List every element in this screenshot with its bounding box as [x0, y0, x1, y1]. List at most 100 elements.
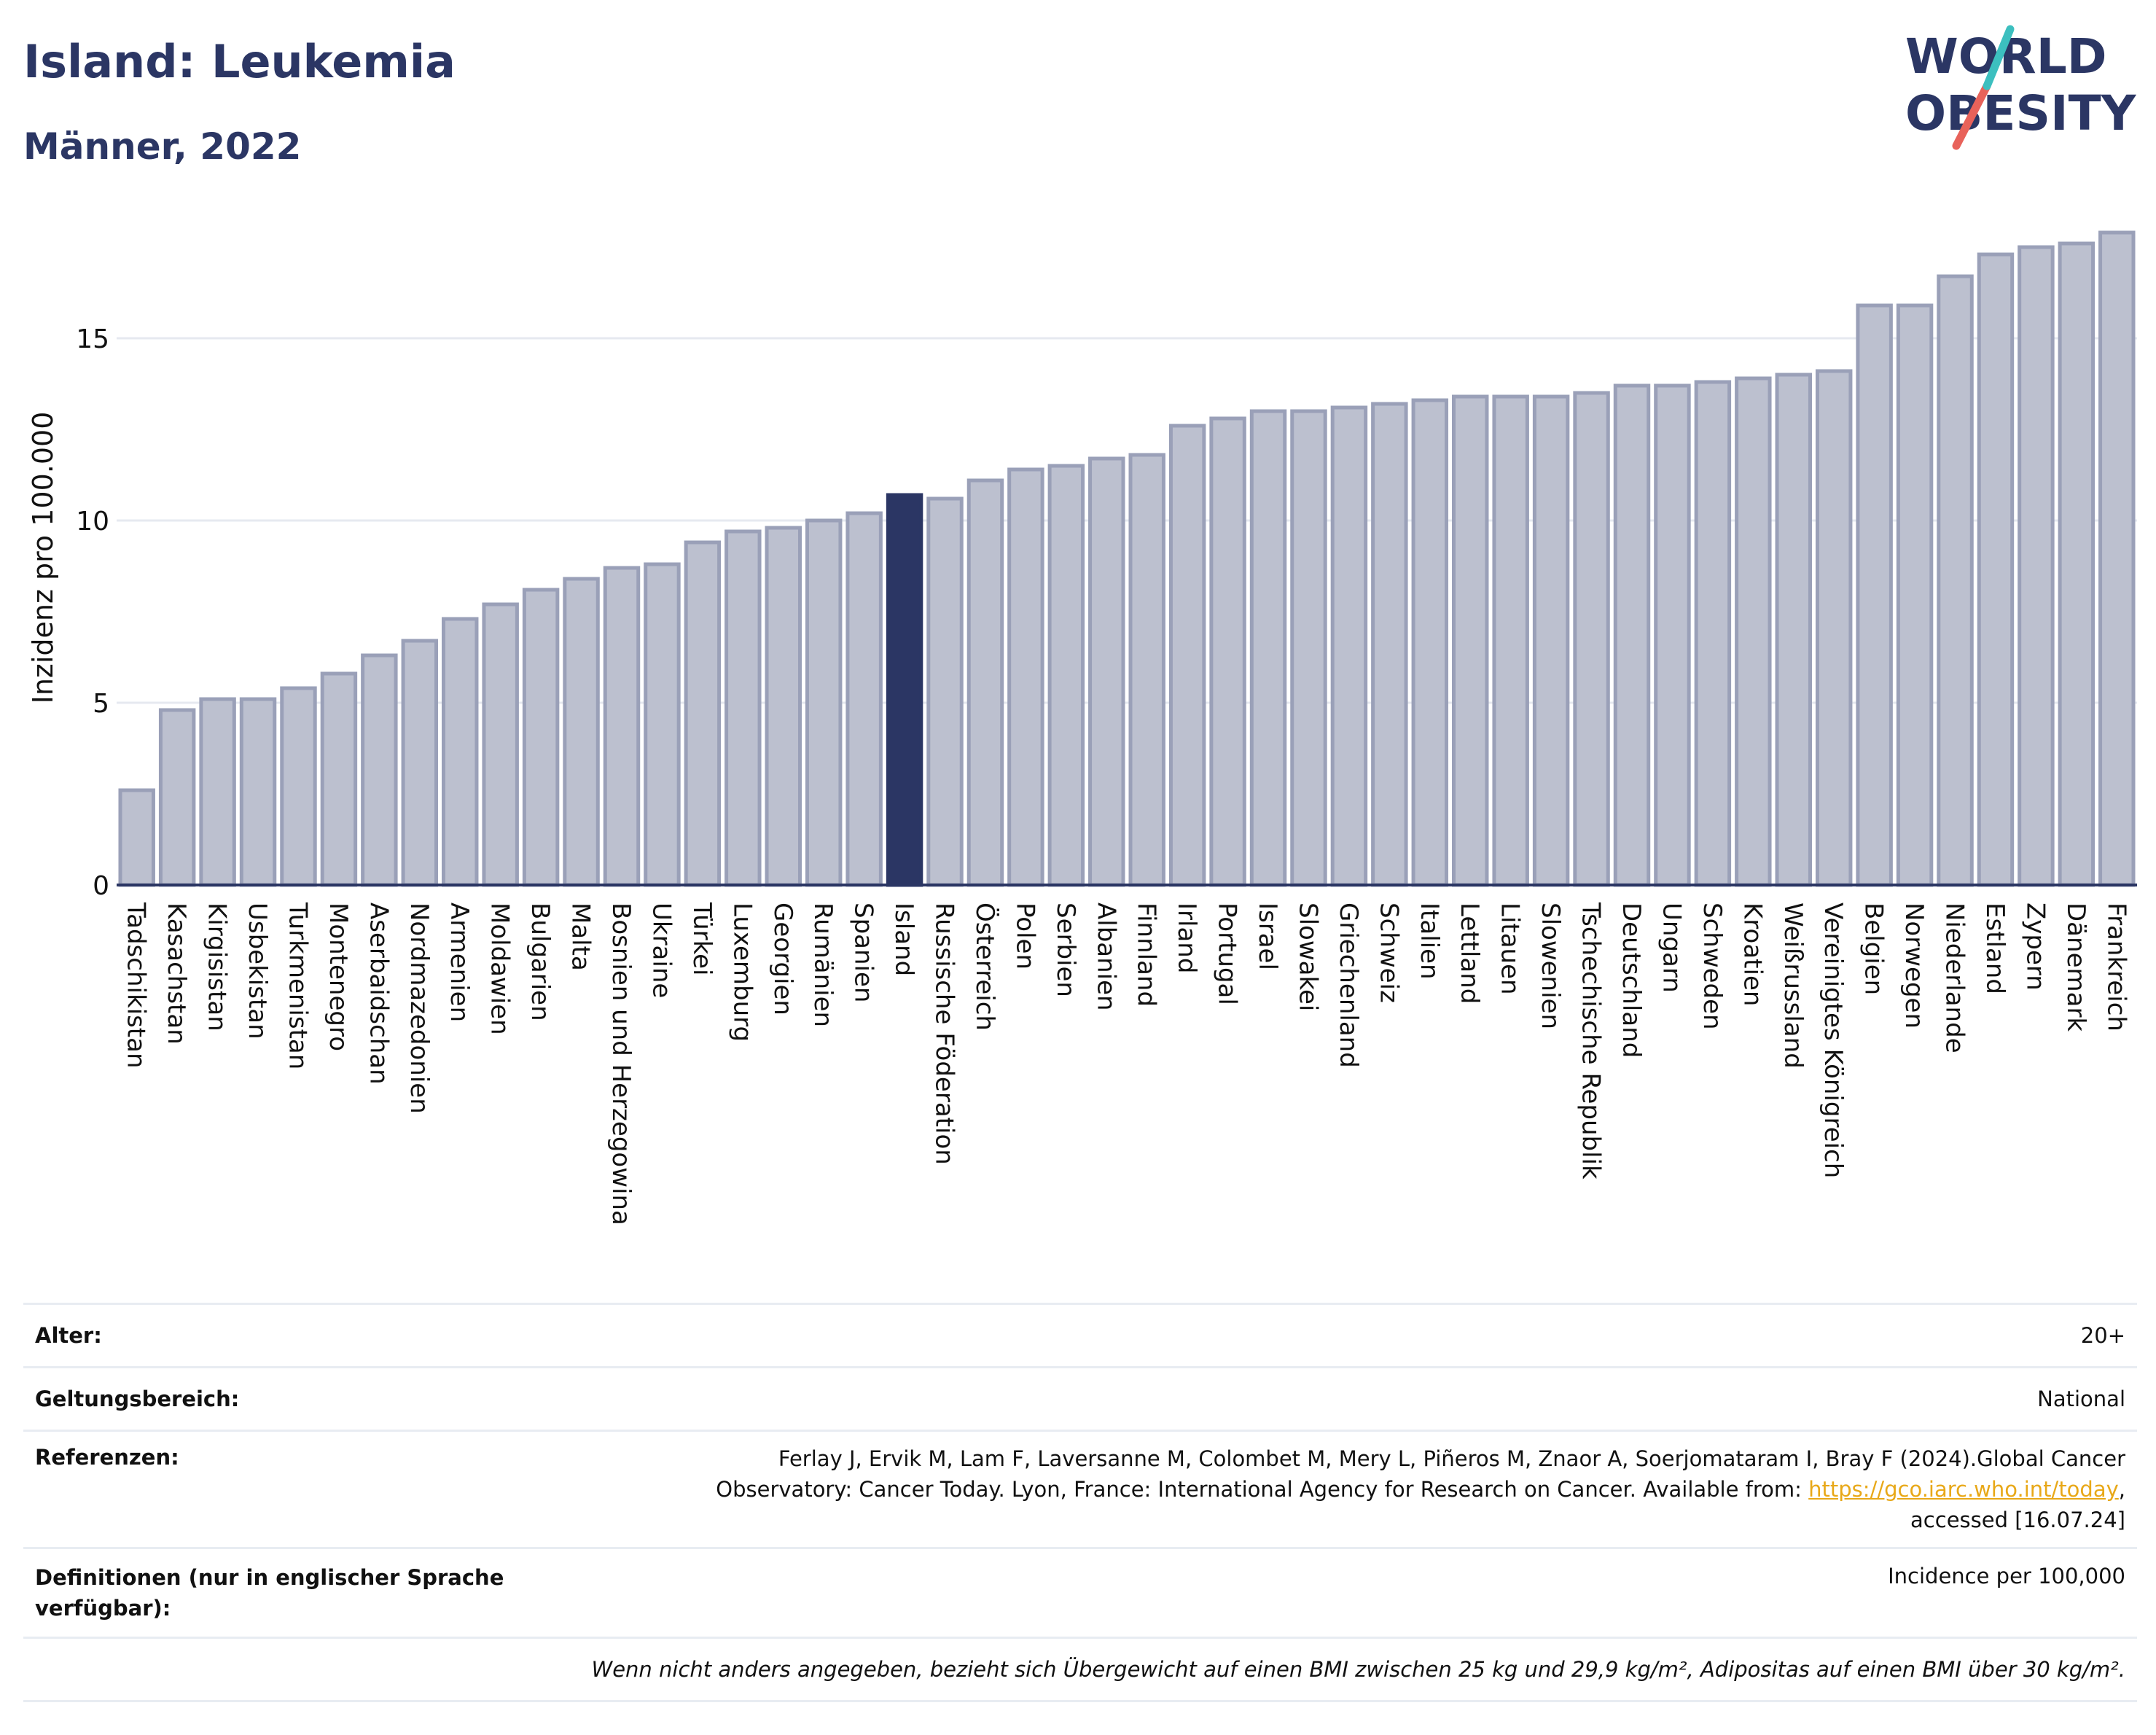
- bar-ukraine[interactable]: [644, 562, 681, 887]
- bar-belgien[interactable]: [1856, 303, 1893, 887]
- bar-serbien[interactable]: [1047, 464, 1085, 887]
- x-tick-label: Rumänien: [808, 902, 837, 1027]
- bar-chart: 0 5 10 15 Tadschikistan Kasachstan Kirgisista…: [27, 230, 2137, 1225]
- x-tick-label: Slowakei: [1293, 902, 1322, 1011]
- x-tick-label: Malta: [566, 902, 595, 971]
- bar-weißrussland[interactable]: [1775, 373, 1812, 887]
- bar-bosnien-und-herzegowina[interactable]: [603, 566, 641, 887]
- x-tick-label: Dänemark: [2061, 902, 2090, 1032]
- bar-niederlande[interactable]: [1937, 274, 1974, 887]
- bar-finnland[interactable]: [1128, 453, 1165, 887]
- x-tick-label: Nordmazedonien: [405, 902, 434, 1114]
- bar-österreich[interactable]: [966, 478, 1004, 887]
- bar-rumänien[interactable]: [805, 518, 843, 887]
- x-axis-labels: Tadschikistan Kasachstan Kirgisistan Usbeki…: [122, 902, 2131, 1225]
- bar-norwegen[interactable]: [1896, 303, 1934, 887]
- x-tick-label: Kasachstan: [162, 902, 191, 1045]
- meta-note: Wenn nicht anders angegeben, bezieht sic…: [23, 1637, 2137, 1702]
- x-tick-label: Georgien: [768, 902, 797, 1015]
- x-tick-label: Deutschland: [1617, 902, 1646, 1058]
- bar-turkmenistan[interactable]: [280, 686, 317, 887]
- meta-row-age: Alter: 20+: [23, 1303, 2137, 1368]
- x-tick-label: Luxemburg: [727, 902, 757, 1042]
- bar-irland[interactable]: [1168, 424, 1206, 887]
- bar-slowakei[interactable]: [1290, 409, 1327, 887]
- bar-moldawien[interactable]: [482, 602, 519, 887]
- meta-value-definitions: Incidence per 100,000: [557, 1547, 2137, 1638]
- meta-value-scope: National: [557, 1366, 2137, 1431]
- bars: [118, 230, 2136, 887]
- bar-aserbaidschan[interactable]: [361, 653, 398, 887]
- logo-slash-red: [1952, 82, 1991, 150]
- meta-value-age: 20+: [557, 1303, 2137, 1368]
- bar-estland[interactable]: [1977, 252, 2015, 887]
- bar-italien[interactable]: [1411, 398, 1449, 887]
- bar-ungarn[interactable]: [1654, 383, 1691, 887]
- bar-lettland[interactable]: [1452, 394, 1489, 887]
- x-tick-label: Lettland: [1455, 902, 1484, 1004]
- x-tick-label: Bosnien und Herzegowina: [606, 902, 636, 1225]
- bar-usbekistan[interactable]: [239, 697, 277, 887]
- bar-kirgisistan[interactable]: [199, 697, 236, 887]
- bar-schweiz[interactable]: [1371, 402, 1408, 887]
- bar-deutschland[interactable]: [1613, 383, 1651, 887]
- bar-dänemark[interactable]: [2058, 241, 2096, 887]
- metadata-table: Alter: 20+ Geltungsbereich: National Ref…: [23, 1303, 2137, 1702]
- x-tick-label: Zypern: [2020, 902, 2050, 991]
- reference-line-3: accessed [16.07.24]: [1910, 1508, 2125, 1532]
- x-tick-label: Turkmenistan: [283, 902, 312, 1069]
- x-tick-label: Aserbaidschan: [364, 902, 393, 1085]
- meta-key-definitions: Definitionen (nur in englischer Sprache …: [23, 1547, 557, 1638]
- bar-polen[interactable]: [1007, 467, 1044, 887]
- bar-griechenland[interactable]: [1330, 405, 1368, 887]
- bar-litauen[interactable]: [1492, 394, 1529, 887]
- bar-armenien[interactable]: [442, 617, 479, 887]
- meta-key-references: Referenzen:: [23, 1430, 557, 1548]
- y-tick-label: 0: [93, 871, 109, 901]
- bar-türkei[interactable]: [684, 540, 722, 887]
- bar-bulgarien[interactable]: [522, 588, 560, 887]
- x-tick-label: Frankreich: [2101, 902, 2130, 1032]
- bar-kroatien[interactable]: [1735, 376, 1772, 887]
- bar-malta[interactable]: [563, 577, 600, 887]
- y-tick-label: 10: [76, 507, 109, 537]
- x-tick-label: Italien: [1415, 902, 1444, 980]
- x-tick-label: Niederlande: [1940, 902, 1969, 1053]
- bar-kasachstan[interactable]: [158, 708, 196, 887]
- bar-russische-föderation[interactable]: [926, 496, 964, 887]
- x-tick-label: Griechenland: [1334, 902, 1363, 1068]
- x-tick-label: Moldawien: [485, 902, 515, 1035]
- bar-island[interactable]: [886, 493, 923, 887]
- bar-israel[interactable]: [1249, 409, 1287, 887]
- x-tick-label: Belgien: [1859, 902, 1889, 995]
- x-tick-label: Kroatien: [1738, 902, 1767, 1006]
- bar-nordmazedonien[interactable]: [401, 639, 439, 887]
- x-tick-label: Estland: [1980, 902, 2009, 994]
- bar-zypern[interactable]: [2018, 245, 2055, 887]
- x-tick-label: Bulgarien: [526, 902, 555, 1021]
- x-tick-label: Litauen: [1496, 902, 1525, 995]
- meta-key-scope: Geltungsbereich:: [23, 1366, 557, 1431]
- bar-albanien[interactable]: [1088, 456, 1125, 887]
- x-tick-label: Tschechische Republik: [1577, 902, 1606, 1180]
- y-tick-label: 15: [76, 324, 109, 354]
- x-tick-label: Israel: [1253, 902, 1282, 970]
- bar-frankreich[interactable]: [2098, 230, 2136, 887]
- bar-portugal[interactable]: [1209, 416, 1246, 887]
- bar-slowenien[interactable]: [1532, 394, 1570, 887]
- bar-montenegro[interactable]: [320, 671, 358, 887]
- x-tick-label: Tadschikistan: [122, 902, 151, 1069]
- bar-tschechische-republik[interactable]: [1573, 391, 1610, 887]
- reference-line-2: Observatory: Cancer Today. Lyon, France:…: [716, 1477, 1809, 1502]
- bar-georgien[interactable]: [765, 526, 802, 887]
- bar-tadschikistan[interactable]: [118, 788, 155, 887]
- x-tick-label: Island: [889, 902, 918, 976]
- chart-title: Island: Leukemia: [23, 35, 456, 88]
- bar-luxemburg[interactable]: [724, 529, 762, 887]
- reference-link[interactable]: https://gco.iarc.who.int/today: [1808, 1477, 2119, 1502]
- x-tick-label: Armenien: [445, 902, 474, 1022]
- bar-vereinigtes-königreich[interactable]: [1815, 369, 1853, 887]
- bar-spanien[interactable]: [845, 511, 883, 887]
- x-tick-label: Ungarn: [1657, 902, 1686, 993]
- bar-schweden[interactable]: [1694, 380, 1732, 887]
